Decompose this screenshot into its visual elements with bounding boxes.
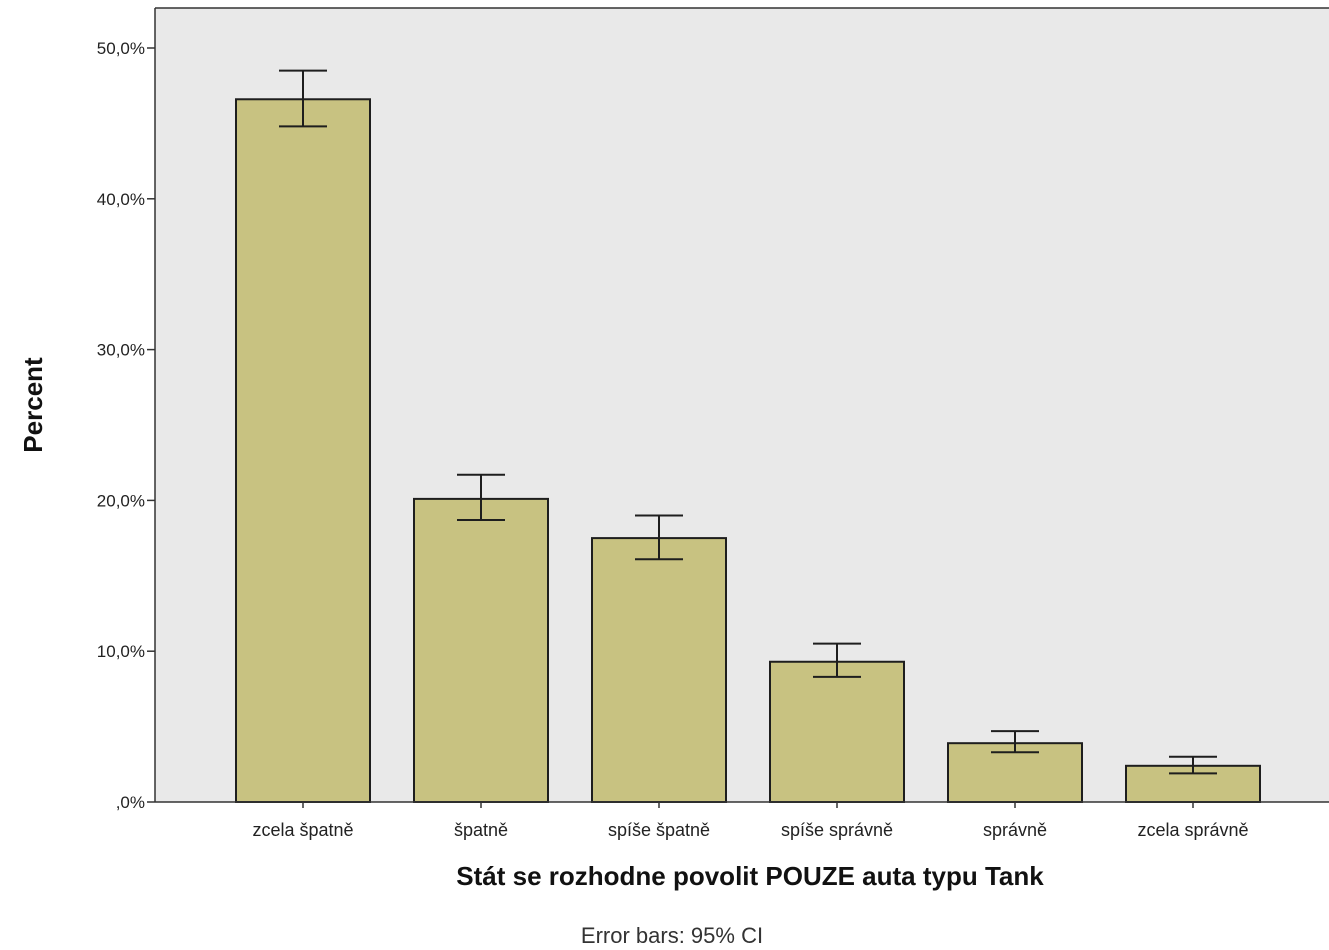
x-tick-label: špatně [454, 820, 508, 840]
footnote-error-bars: Error bars: 95% CI [581, 923, 763, 948]
x-tick-label: spíše špatně [608, 820, 710, 840]
bar-3 [592, 538, 726, 802]
bar-2 [414, 499, 548, 802]
x-ticks-layer: zcela špatně špatně spíše špatně spíše sprá… [252, 802, 1248, 840]
y-ticks-layer: ,0% 10,0% 20,0% 30,0% 40,0% 50,0% [97, 39, 155, 812]
y-tick-label: 20,0% [97, 491, 145, 510]
x-axis-title: Stát se rozhodne povolit POUZE auta typu… [456, 861, 1044, 891]
y-tick-label: 50,0% [97, 39, 145, 58]
y-tick-label: 40,0% [97, 190, 145, 209]
x-tick-label: zcela správně [1137, 820, 1248, 840]
x-tick-label: zcela špatně [252, 820, 353, 840]
bar-4 [770, 662, 904, 802]
y-axis-title: Percent [18, 357, 48, 453]
y-tick-label: 30,0% [97, 341, 145, 360]
bar-1 [236, 99, 370, 802]
y-tick-label: 10,0% [97, 642, 145, 661]
x-tick-label: spíše správně [781, 820, 893, 840]
y-tick-label: ,0% [116, 793, 145, 812]
x-tick-label: správně [983, 820, 1047, 840]
